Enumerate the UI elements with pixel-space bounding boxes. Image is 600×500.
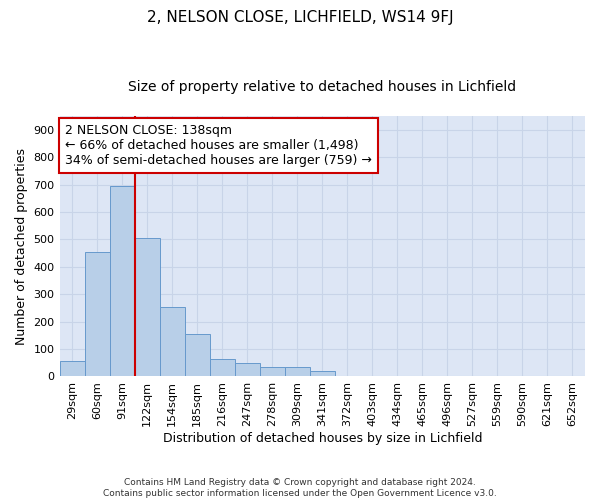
Bar bbox=[209, 358, 235, 376]
X-axis label: Distribution of detached houses by size in Lichfield: Distribution of detached houses by size … bbox=[163, 432, 482, 445]
Bar bbox=[134, 238, 160, 376]
Text: Contains HM Land Registry data © Crown copyright and database right 2024.
Contai: Contains HM Land Registry data © Crown c… bbox=[103, 478, 497, 498]
Title: Size of property relative to detached houses in Lichfield: Size of property relative to detached ho… bbox=[128, 80, 517, 94]
Bar bbox=[59, 362, 85, 376]
Bar bbox=[110, 186, 134, 376]
Bar bbox=[85, 252, 110, 376]
Bar bbox=[310, 371, 335, 376]
Bar bbox=[185, 334, 209, 376]
Y-axis label: Number of detached properties: Number of detached properties bbox=[15, 148, 28, 344]
Text: 2, NELSON CLOSE, LICHFIELD, WS14 9FJ: 2, NELSON CLOSE, LICHFIELD, WS14 9FJ bbox=[146, 10, 454, 25]
Bar bbox=[285, 367, 310, 376]
Bar bbox=[235, 363, 260, 376]
Text: 2 NELSON CLOSE: 138sqm
← 66% of detached houses are smaller (1,498)
34% of semi-: 2 NELSON CLOSE: 138sqm ← 66% of detached… bbox=[65, 124, 371, 167]
Bar bbox=[160, 306, 185, 376]
Bar bbox=[260, 367, 285, 376]
